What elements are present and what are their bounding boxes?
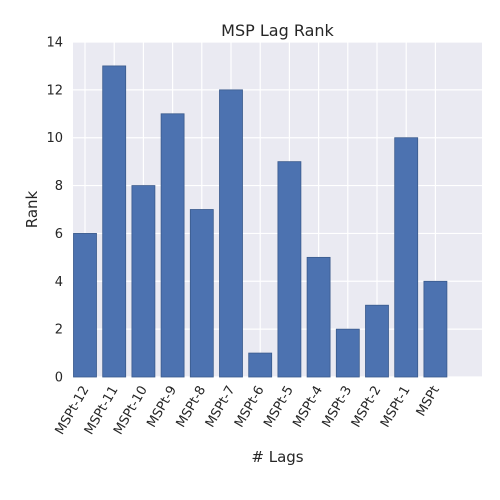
bar-mspt-9: [160, 113, 185, 378]
bar-mspt-11: [102, 65, 127, 378]
bars: [73, 65, 448, 378]
bar-mspt-4: [306, 256, 331, 378]
x-tick-labels: MSPt-12MSPt-11MSPt-10MSPt-9MSPt-8MSPt-7M…: [53, 384, 443, 438]
y-tick-labels: 0 2 4 6 8 10 12 14: [46, 36, 63, 386]
bar-mspt-7: [219, 89, 243, 378]
bar-mspt-5: [277, 161, 302, 378]
x-tick-label: MSPt: [414, 384, 443, 420]
bar-mspt-1: [394, 137, 419, 378]
y-tick-label: 4: [55, 275, 63, 290]
y-tick-label: 6: [55, 227, 63, 242]
bar-mspt-6: [248, 352, 273, 378]
y-tick-label: 14: [46, 36, 63, 51]
bar-mspt-10: [131, 185, 156, 378]
bar-mspt-8: [189, 209, 214, 378]
y-tick-label: 0: [55, 371, 63, 386]
bar-mspt-12: [73, 233, 97, 378]
y-tick-label: 12: [46, 83, 63, 98]
y-tick-label: 2: [55, 323, 63, 338]
chart-title: MSP Lag Rank: [221, 21, 334, 40]
y-tick-label: 8: [55, 179, 63, 194]
y-tick-label: 10: [46, 131, 63, 146]
bar-mspt-3: [335, 328, 360, 378]
y-axis-title: Rank: [23, 190, 41, 228]
bar-mspt-2: [365, 304, 389, 378]
x-axis-title: # Lags: [251, 448, 303, 466]
bar-mspt: [423, 280, 448, 378]
